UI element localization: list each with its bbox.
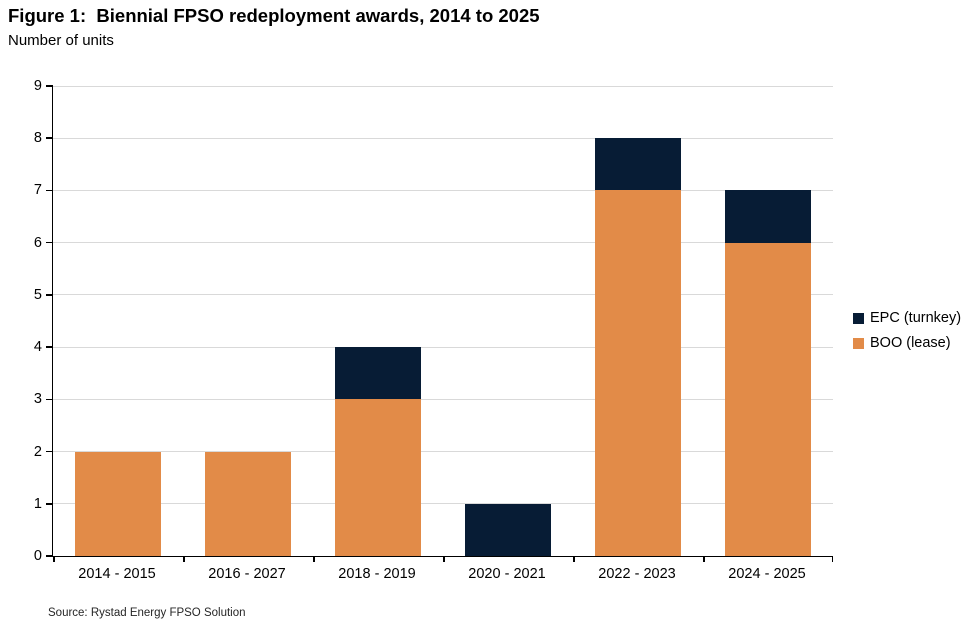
bar-epc-2 <box>335 347 421 400</box>
y-axis-tick-label: 5 <box>33 286 42 303</box>
plot-area <box>46 85 833 562</box>
x-axis-tick <box>53 556 55 562</box>
legend-entry: BOO (lease) <box>853 335 961 351</box>
y-axis-labels: 0 1 2 3 4 5 6 7 8 9 <box>0 78 42 564</box>
x-axis-category-label: 2020 - 2021 <box>468 566 546 582</box>
source-note: Source: Rystad Energy FPSO Solution <box>48 607 246 619</box>
gridline <box>53 137 833 139</box>
bar-boo-1 <box>205 451 291 556</box>
legend-label: EPC (turnkey) <box>870 310 962 326</box>
y-axis-tick <box>46 450 53 453</box>
y-axis-tick <box>46 346 53 348</box>
chart-subtitle: Number of units <box>8 32 114 49</box>
legend-swatch-icon <box>853 312 864 324</box>
y-axis-tick <box>46 555 53 557</box>
chart-title: Figure 1: Biennial FPSO redeployment awa… <box>8 5 540 26</box>
x-axis-tick <box>573 556 575 562</box>
legend-entry: EPC (turnkey) <box>853 310 961 326</box>
bar-boo-0 <box>75 451 161 556</box>
y-axis-tick-label: 7 <box>33 182 42 199</box>
gridline <box>53 294 833 296</box>
y-axis-tick <box>46 189 53 192</box>
y-axis-tick-label: 0 <box>33 548 42 564</box>
bar-boo-5 <box>725 242 811 556</box>
y-axis-tick-label: 9 <box>33 78 42 94</box>
y-axis-tick-label: 4 <box>33 339 42 356</box>
bar-epc-5 <box>725 190 811 243</box>
x-axis-category-label: 2022 - 2023 <box>598 566 676 582</box>
x-axis-tick <box>831 556 833 562</box>
x-axis-category-label: 2016 - 2027 <box>208 566 286 582</box>
x-axis-tick <box>443 556 445 562</box>
gridline <box>53 451 833 453</box>
gridline <box>53 398 833 400</box>
x-axis-category-label: 2024 - 2025 <box>728 566 806 582</box>
y-axis-tick-label: 3 <box>33 391 42 408</box>
gridline <box>53 189 833 191</box>
y-axis-tick <box>46 398 53 401</box>
x-axis-labels: 2014 - 2015 2016 - 2027 2018 - 2019 2020 - … <box>52 566 832 586</box>
y-axis-tick-label: 1 <box>33 495 42 512</box>
y-axis-tick-label: 2 <box>33 443 42 460</box>
legend-swatch-icon <box>853 337 864 349</box>
bar-boo-4 <box>595 190 681 556</box>
y-axis-tick-label: 8 <box>33 130 42 147</box>
y-axis-tick-label: 6 <box>33 234 42 251</box>
gridline <box>53 346 833 348</box>
y-axis-tick <box>46 294 53 296</box>
bar-boo-2 <box>335 399 421 556</box>
x-axis-tick <box>183 556 185 562</box>
gridline <box>53 242 833 244</box>
y-axis-tick <box>46 137 53 139</box>
gridline <box>53 85 833 87</box>
x-axis-tick <box>703 556 705 562</box>
y-axis-tick <box>46 503 53 505</box>
y-axis-tick <box>46 85 53 87</box>
y-axis-tick <box>46 241 53 244</box>
x-axis-tick <box>313 556 315 562</box>
x-axis-category-label: 2018 - 2019 <box>338 566 416 582</box>
gridline <box>53 503 833 505</box>
legend-label: BOO (lease) <box>870 335 951 351</box>
bar-epc-4 <box>595 138 681 191</box>
chart-legend: EPC (turnkey) BOO (lease) <box>853 310 961 360</box>
bar-epc-3 <box>465 503 551 556</box>
x-axis-category-label: 2014 - 2015 <box>78 566 156 582</box>
